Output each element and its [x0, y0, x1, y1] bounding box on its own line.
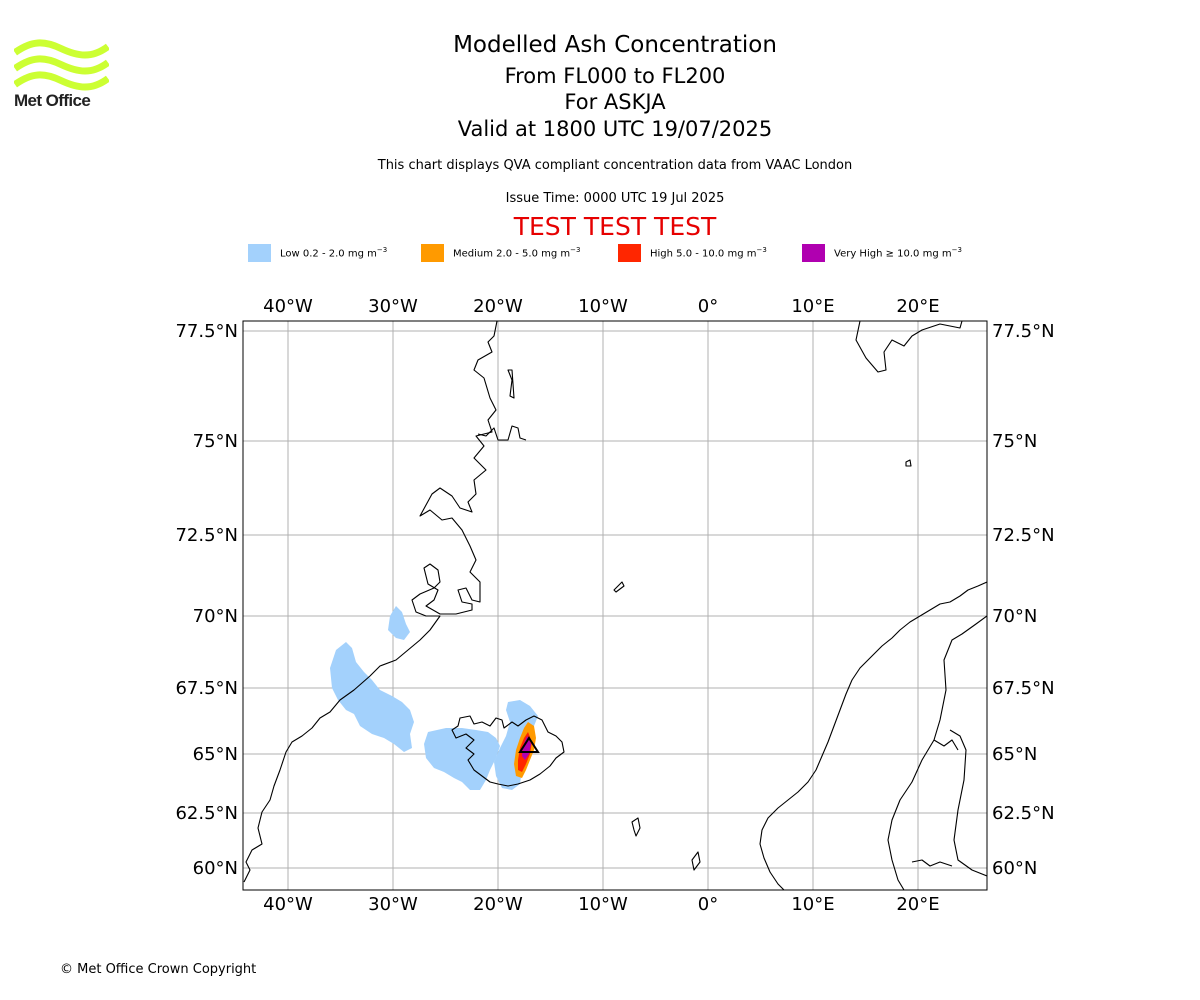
- legend-label-low: Low 0.2 - 2.0 mg m−3: [280, 246, 388, 260]
- x-tick-bottom-label: 20°E: [896, 894, 939, 915]
- y-tick-right-label: 67.5°N: [992, 678, 1055, 699]
- test-banner: TEST TEST TEST: [513, 212, 717, 241]
- ash-very-high-region: [522, 736, 531, 760]
- y-tick-right-label: 70°N: [992, 606, 1037, 627]
- x-tick-top-label: 30°W: [368, 296, 418, 317]
- x-tick-bottom-label: 10°E: [791, 894, 834, 915]
- legend-swatch-low: [248, 244, 271, 262]
- x-tick-top-label: 0°: [698, 296, 718, 317]
- flight-level-range: From FL000 to FL200: [504, 64, 726, 88]
- coastlines: [243, 321, 987, 890]
- x-tick-bottom-label: 10°W: [578, 894, 628, 915]
- issue-time: Issue Time: 0000 UTC 19 Jul 2025: [505, 191, 725, 206]
- legend-label-high: High 5.0 - 10.0 mg m−3: [650, 246, 767, 260]
- volcano-triangle-icon: [518, 736, 540, 753]
- legend-label-medium: Medium 2.0 - 5.0 mg m−3: [453, 246, 581, 260]
- chart-subtitle: This chart displays QVA compliant concen…: [377, 158, 853, 173]
- map-frame: [242, 320, 988, 891]
- y-tick-right-label: 60°N: [992, 858, 1037, 879]
- met-office-logo-icon: [14, 39, 109, 91]
- x-tick-bottom-label: 30°W: [368, 894, 418, 915]
- y-tick-right-label: 75°N: [992, 431, 1037, 452]
- y-tick-left-label: 70°N: [193, 606, 238, 627]
- y-tick-right-label: 62.5°N: [992, 803, 1055, 824]
- x-tick-top-label: 40°W: [263, 296, 313, 317]
- y-tick-right-label: 72.5°N: [992, 525, 1055, 546]
- y-tick-right-label: 65°N: [992, 744, 1037, 765]
- y-tick-right-label: 77.5°N: [992, 321, 1055, 342]
- copyright-notice: © Met Office Crown Copyright: [60, 962, 257, 977]
- y-tick-left-label: 65°N: [193, 744, 238, 765]
- met-office-logo-text: Met Office: [14, 91, 91, 110]
- y-tick-left-label: 75°N: [193, 431, 238, 452]
- x-tick-top-label: 20°W: [473, 296, 523, 317]
- valid-time: Valid at 1800 UTC 19/07/2025: [457, 117, 773, 141]
- legend-label-very-high: Very High ≥ 10.0 mg m−3: [834, 246, 962, 260]
- y-tick-left-label: 72.5°N: [175, 525, 238, 546]
- chart-title: Modelled Ash Concentration: [453, 32, 777, 58]
- x-tick-bottom-label: 0°: [698, 894, 718, 915]
- x-tick-bottom-label: 20°W: [473, 894, 523, 915]
- legend-swatch-high: [618, 244, 641, 262]
- ash-low-region: [330, 606, 538, 790]
- y-tick-left-label: 60°N: [193, 858, 238, 879]
- x-tick-top-label: 20°E: [896, 296, 939, 317]
- y-tick-left-label: 77.5°N: [175, 321, 238, 342]
- legend-swatch-medium: [421, 244, 444, 262]
- y-tick-left-label: 67.5°N: [175, 678, 238, 699]
- volcano-name: For ASKJA: [564, 90, 666, 114]
- legend-swatch-very-high: [802, 244, 825, 262]
- x-tick-top-label: 10°E: [791, 296, 834, 317]
- x-tick-bottom-label: 40°W: [263, 894, 313, 915]
- graticule: [243, 321, 987, 890]
- y-tick-left-label: 62.5°N: [175, 803, 238, 824]
- x-tick-top-label: 10°W: [578, 296, 628, 317]
